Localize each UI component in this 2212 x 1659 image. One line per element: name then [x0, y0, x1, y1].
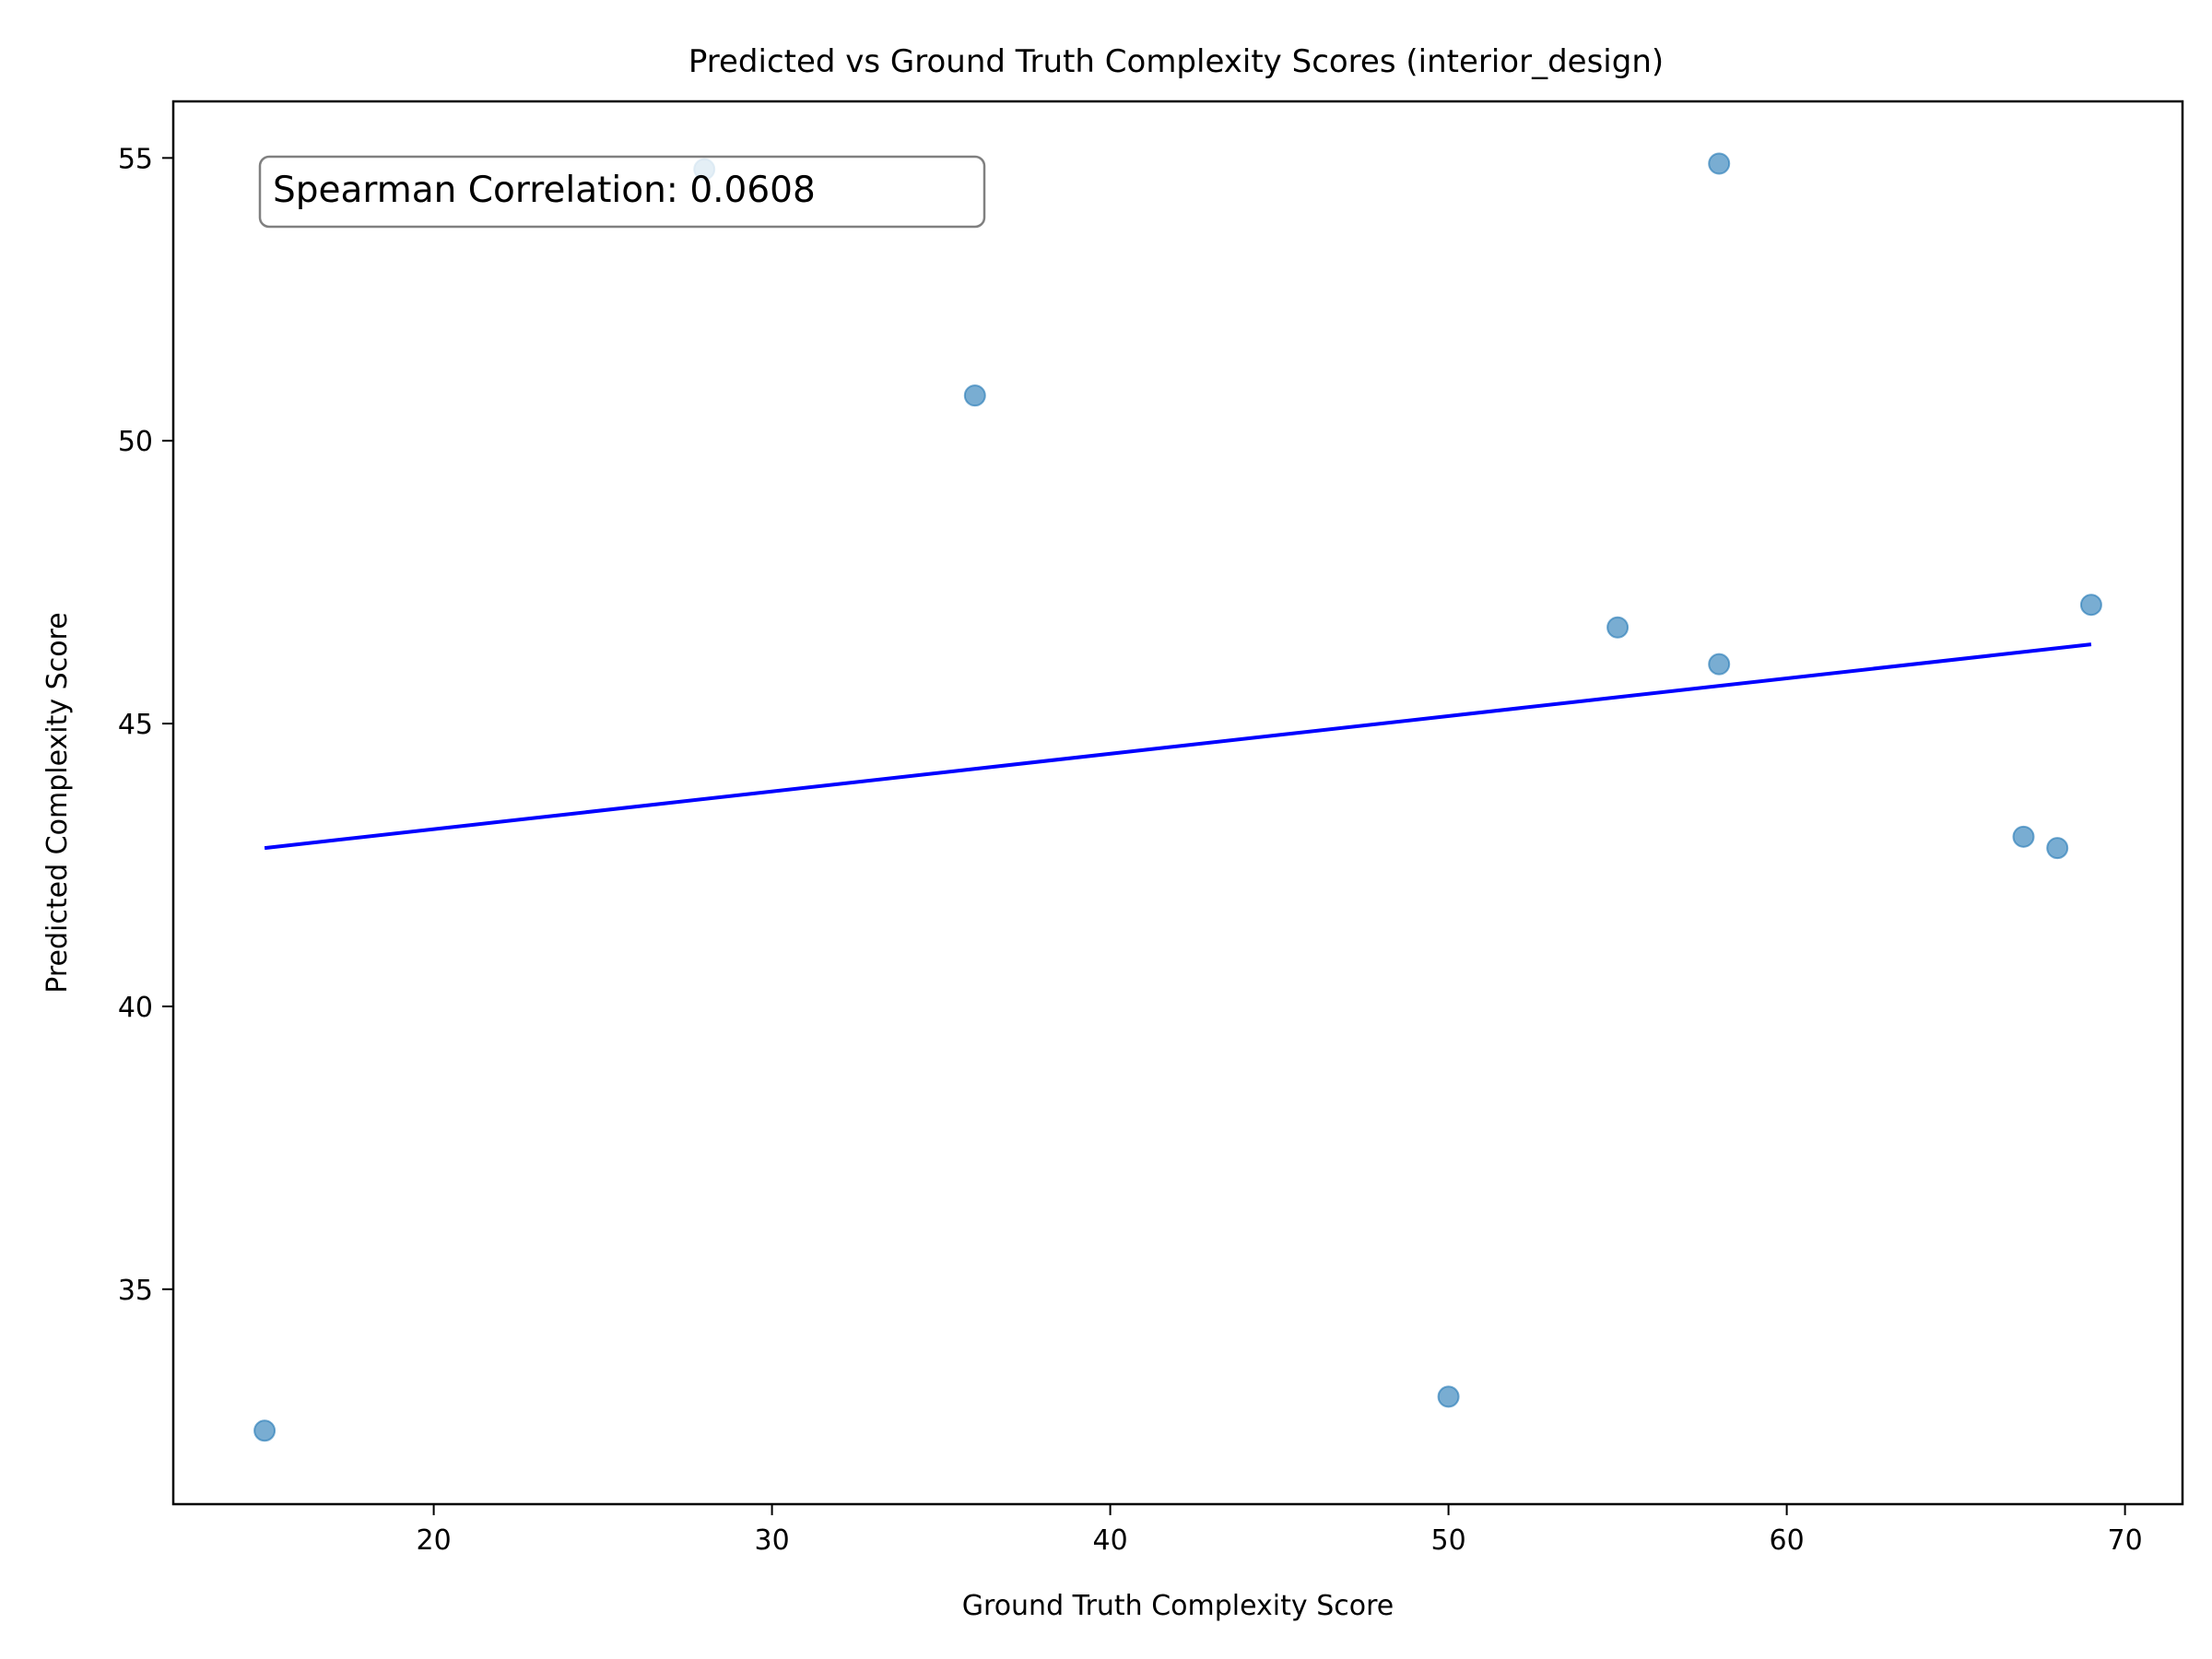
chart-title: Predicted vs Ground Truth Complexity Sco…	[688, 43, 1664, 80]
y-tick-label: 50	[118, 426, 153, 458]
y-axis-label: Predicted Complexity Score	[41, 612, 74, 993]
scatter-point	[2046, 837, 2069, 860]
plot-area-frame	[171, 100, 2184, 1506]
y-tick-label: 45	[118, 709, 153, 741]
scatter-point	[1437, 1385, 1460, 1408]
x-tick-label: 40	[1093, 1524, 1128, 1557]
x-tick-label: 50	[1431, 1524, 1466, 1557]
x-tick-label: 60	[1770, 1524, 1805, 1557]
x-tick-label: 20	[416, 1524, 451, 1557]
scatter-point	[1708, 653, 1731, 676]
x-axis-label: Ground Truth Complexity Score	[962, 1590, 1394, 1622]
x-tick-label: 30	[755, 1524, 790, 1557]
scatter-point	[253, 1419, 276, 1442]
annotation-box	[258, 155, 986, 229]
x-tick-label: 70	[2108, 1524, 2143, 1557]
annotation-text: Spearman Correlation: 0.0608	[273, 170, 816, 211]
correlation-annotation: Spearman Correlation: 0.0608	[258, 155, 986, 229]
regression-line	[264, 642, 2092, 851]
scatter-point	[2079, 594, 2102, 617]
y-tick-label: 35	[118, 1275, 153, 1307]
scatter-point	[2012, 825, 2035, 848]
y-axis-ticks: 35 40 45 50 55	[118, 143, 173, 1307]
x-axis-ticks: 20 30 40 50 60 70	[416, 1504, 2143, 1557]
scatter-point	[1708, 152, 1731, 175]
scatter-point	[1606, 616, 1630, 639]
y-tick-label: 55	[118, 143, 153, 175]
fit-line-group	[264, 642, 2092, 851]
scatter-point	[963, 384, 986, 407]
y-tick-label: 40	[118, 992, 153, 1024]
